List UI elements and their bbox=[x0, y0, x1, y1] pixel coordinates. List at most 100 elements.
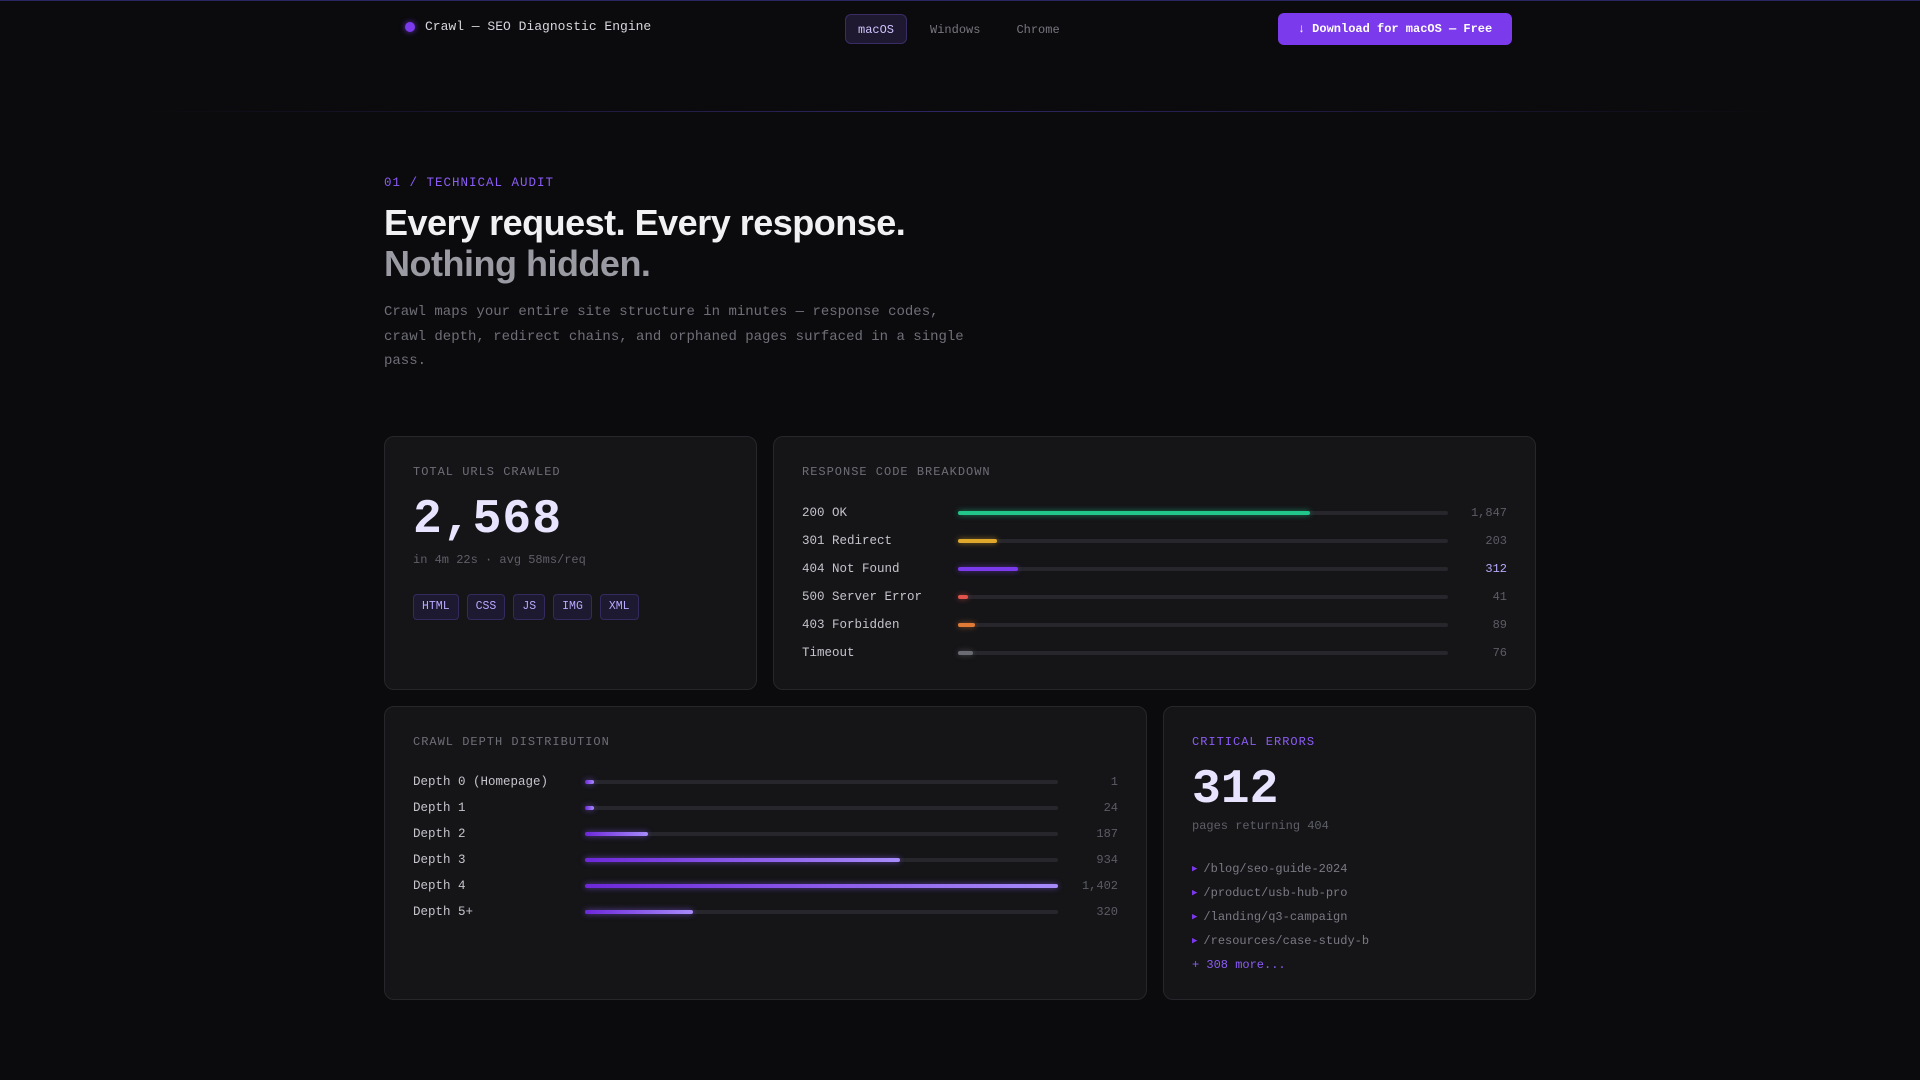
row-label: Depth 2 bbox=[413, 827, 466, 841]
triangle-right-icon: ▶ bbox=[1192, 864, 1198, 874]
chip-xml[interactable]: XML bbox=[599, 594, 639, 620]
response-code-row: 500 Server Error 41 bbox=[802, 583, 1507, 611]
brand[interactable]: Crawl — SEO Diagnostic Engine bbox=[405, 19, 651, 34]
row-value: 1,402 bbox=[1081, 879, 1118, 893]
top-accent-line bbox=[0, 0, 1920, 1]
bar-track bbox=[958, 539, 1448, 543]
download-button[interactable]: ↓ Download for macOS — Free bbox=[1278, 13, 1512, 45]
row-label: Depth 4 bbox=[413, 879, 466, 893]
row-value: 76 bbox=[1492, 646, 1507, 660]
error-url: /product/usb-hub-pro bbox=[1203, 886, 1348, 900]
response-code-row: 404 Not Found 312 bbox=[802, 555, 1507, 583]
triangle-right-icon: ▶ bbox=[1192, 912, 1198, 922]
section-eyebrow: 01 / TECHNICAL AUDIT bbox=[384, 176, 555, 190]
row-label: Depth 1 bbox=[413, 801, 466, 815]
bar-fill bbox=[585, 884, 1058, 888]
crawl-depth-row: Depth 3 934 bbox=[413, 847, 1118, 873]
chip-css[interactable]: CSS bbox=[466, 594, 506, 620]
list-item[interactable]: ▶ /blog/seo-guide-2024 bbox=[1192, 857, 1369, 881]
critical-errors-card: CRITICAL ERRORS 312 pages returning 404 … bbox=[1163, 706, 1536, 1000]
row-value: 320 bbox=[1096, 905, 1118, 919]
row-label: Timeout bbox=[802, 646, 855, 660]
bar-track bbox=[585, 884, 1058, 888]
bar-track bbox=[585, 806, 1058, 810]
critical-errors-value: 312 bbox=[1192, 763, 1279, 817]
row-label: 403 Forbidden bbox=[802, 618, 900, 632]
list-item[interactable]: ▶ /landing/q3-campaign bbox=[1192, 905, 1369, 929]
response-code-rows: 200 OK 1,847 301 Redirect 203 404 Not Found 3… bbox=[802, 499, 1507, 667]
row-value: 312 bbox=[1485, 562, 1507, 576]
chip-html[interactable]: HTML bbox=[413, 594, 459, 620]
row-label: 200 OK bbox=[802, 506, 848, 520]
crawl-depth-row: Depth 5+ 320 bbox=[413, 899, 1118, 925]
row-value: 187 bbox=[1096, 827, 1118, 841]
bar-fill bbox=[585, 780, 594, 784]
response-code-row: Timeout 76 bbox=[802, 639, 1507, 667]
crawl-depth-row: Depth 4 1,402 bbox=[413, 873, 1118, 899]
crawl-depth-row: Depth 1 24 bbox=[413, 795, 1118, 821]
row-label: Depth 0 (Homepage) bbox=[413, 775, 549, 789]
hero-title-line-1: Every request. Every response. bbox=[384, 202, 906, 243]
top-nav: Crawl — SEO Diagnostic Engine macOS Wind… bbox=[0, 0, 1920, 56]
bar-track bbox=[585, 832, 1058, 836]
list-item[interactable]: ▶ /resources/case-study-b bbox=[1192, 929, 1369, 953]
response-code-row: 301 Redirect 203 bbox=[802, 527, 1507, 555]
error-url: /blog/seo-guide-2024 bbox=[1203, 862, 1348, 876]
list-item[interactable]: ▶ /product/usb-hub-pro bbox=[1192, 881, 1369, 905]
triangle-right-icon: ▶ bbox=[1192, 888, 1198, 898]
crawl-timing: in 4m 22s · avg 58ms/req bbox=[413, 553, 586, 567]
bar-fill bbox=[958, 567, 1018, 571]
card-title: CRAWL DEPTH DISTRIBUTION bbox=[413, 735, 610, 749]
row-value: 24 bbox=[1103, 801, 1118, 815]
row-label: Depth 3 bbox=[413, 853, 466, 867]
crawl-depth-rows: Depth 0 (Homepage) 1 Depth 1 24 Depth 2 187 De… bbox=[413, 769, 1118, 925]
total-urls-value: 2,568 bbox=[413, 493, 563, 547]
bar-fill bbox=[958, 651, 973, 655]
total-urls-card: TOTAL URLS CRAWLED 2,568 in 4m 22s · avg… bbox=[384, 436, 757, 690]
error-url: /resources/case-study-b bbox=[1203, 934, 1370, 948]
hero-title: Every request. Every response. Nothing h… bbox=[384, 202, 906, 284]
bar-track bbox=[585, 780, 1058, 784]
card-title: TOTAL URLS CRAWLED bbox=[413, 465, 561, 479]
bar-fill bbox=[585, 858, 901, 862]
card-title: RESPONSE CODE BREAKDOWN bbox=[802, 465, 991, 479]
tab-macos[interactable]: macOS bbox=[845, 14, 908, 44]
bar-fill bbox=[958, 623, 975, 627]
row-label: Depth 5+ bbox=[413, 905, 474, 919]
crawl-depth-row: Depth 2 187 bbox=[413, 821, 1118, 847]
triangle-right-icon: ▶ bbox=[1192, 936, 1198, 946]
row-value: 1 bbox=[1110, 775, 1118, 789]
bar-track bbox=[958, 595, 1448, 599]
bar-fill bbox=[585, 832, 649, 836]
row-value: 41 bbox=[1492, 590, 1507, 604]
error-url: /landing/q3-campaign bbox=[1203, 910, 1348, 924]
bar-track bbox=[585, 858, 1058, 862]
row-value: 1,847 bbox=[1470, 506, 1507, 520]
bar-fill bbox=[585, 806, 594, 810]
bar-fill bbox=[585, 910, 693, 914]
bar-fill bbox=[958, 511, 1311, 515]
bar-track bbox=[958, 623, 1448, 627]
bar-track bbox=[958, 651, 1448, 655]
tab-windows[interactable]: Windows bbox=[930, 23, 981, 37]
row-value: 203 bbox=[1485, 534, 1507, 548]
brand-logo-dot-icon bbox=[405, 21, 415, 32]
brand-name: Crawl — SEO Diagnostic Engine bbox=[425, 19, 652, 34]
hero-description: Crawl maps your entire site structure in… bbox=[384, 304, 964, 369]
tab-chrome[interactable]: Chrome bbox=[1016, 23, 1060, 37]
row-label: 301 Redirect bbox=[802, 534, 893, 548]
platform-tabs: macOS Windows Chrome bbox=[845, 14, 1073, 44]
critical-errors-subtitle: pages returning 404 bbox=[1192, 819, 1329, 833]
file-type-chips: HTML CSS JS IMG XML bbox=[413, 594, 639, 620]
chip-js[interactable]: JS bbox=[513, 594, 546, 620]
crawl-depth-row: Depth 0 (Homepage) 1 bbox=[413, 769, 1118, 795]
chip-img[interactable]: IMG bbox=[553, 594, 592, 620]
card-title: CRITICAL ERRORS bbox=[1192, 735, 1316, 749]
bar-track bbox=[585, 910, 1058, 914]
show-more-link[interactable]: + 308 more... bbox=[1192, 958, 1286, 972]
bar-fill bbox=[958, 595, 968, 599]
error-url-list: ▶ /blog/seo-guide-2024 ▶ /product/usb-hub-… bbox=[1192, 857, 1369, 977]
section-divider bbox=[140, 111, 1780, 112]
row-value: 934 bbox=[1096, 853, 1118, 867]
row-label: 500 Server Error bbox=[802, 590, 923, 604]
